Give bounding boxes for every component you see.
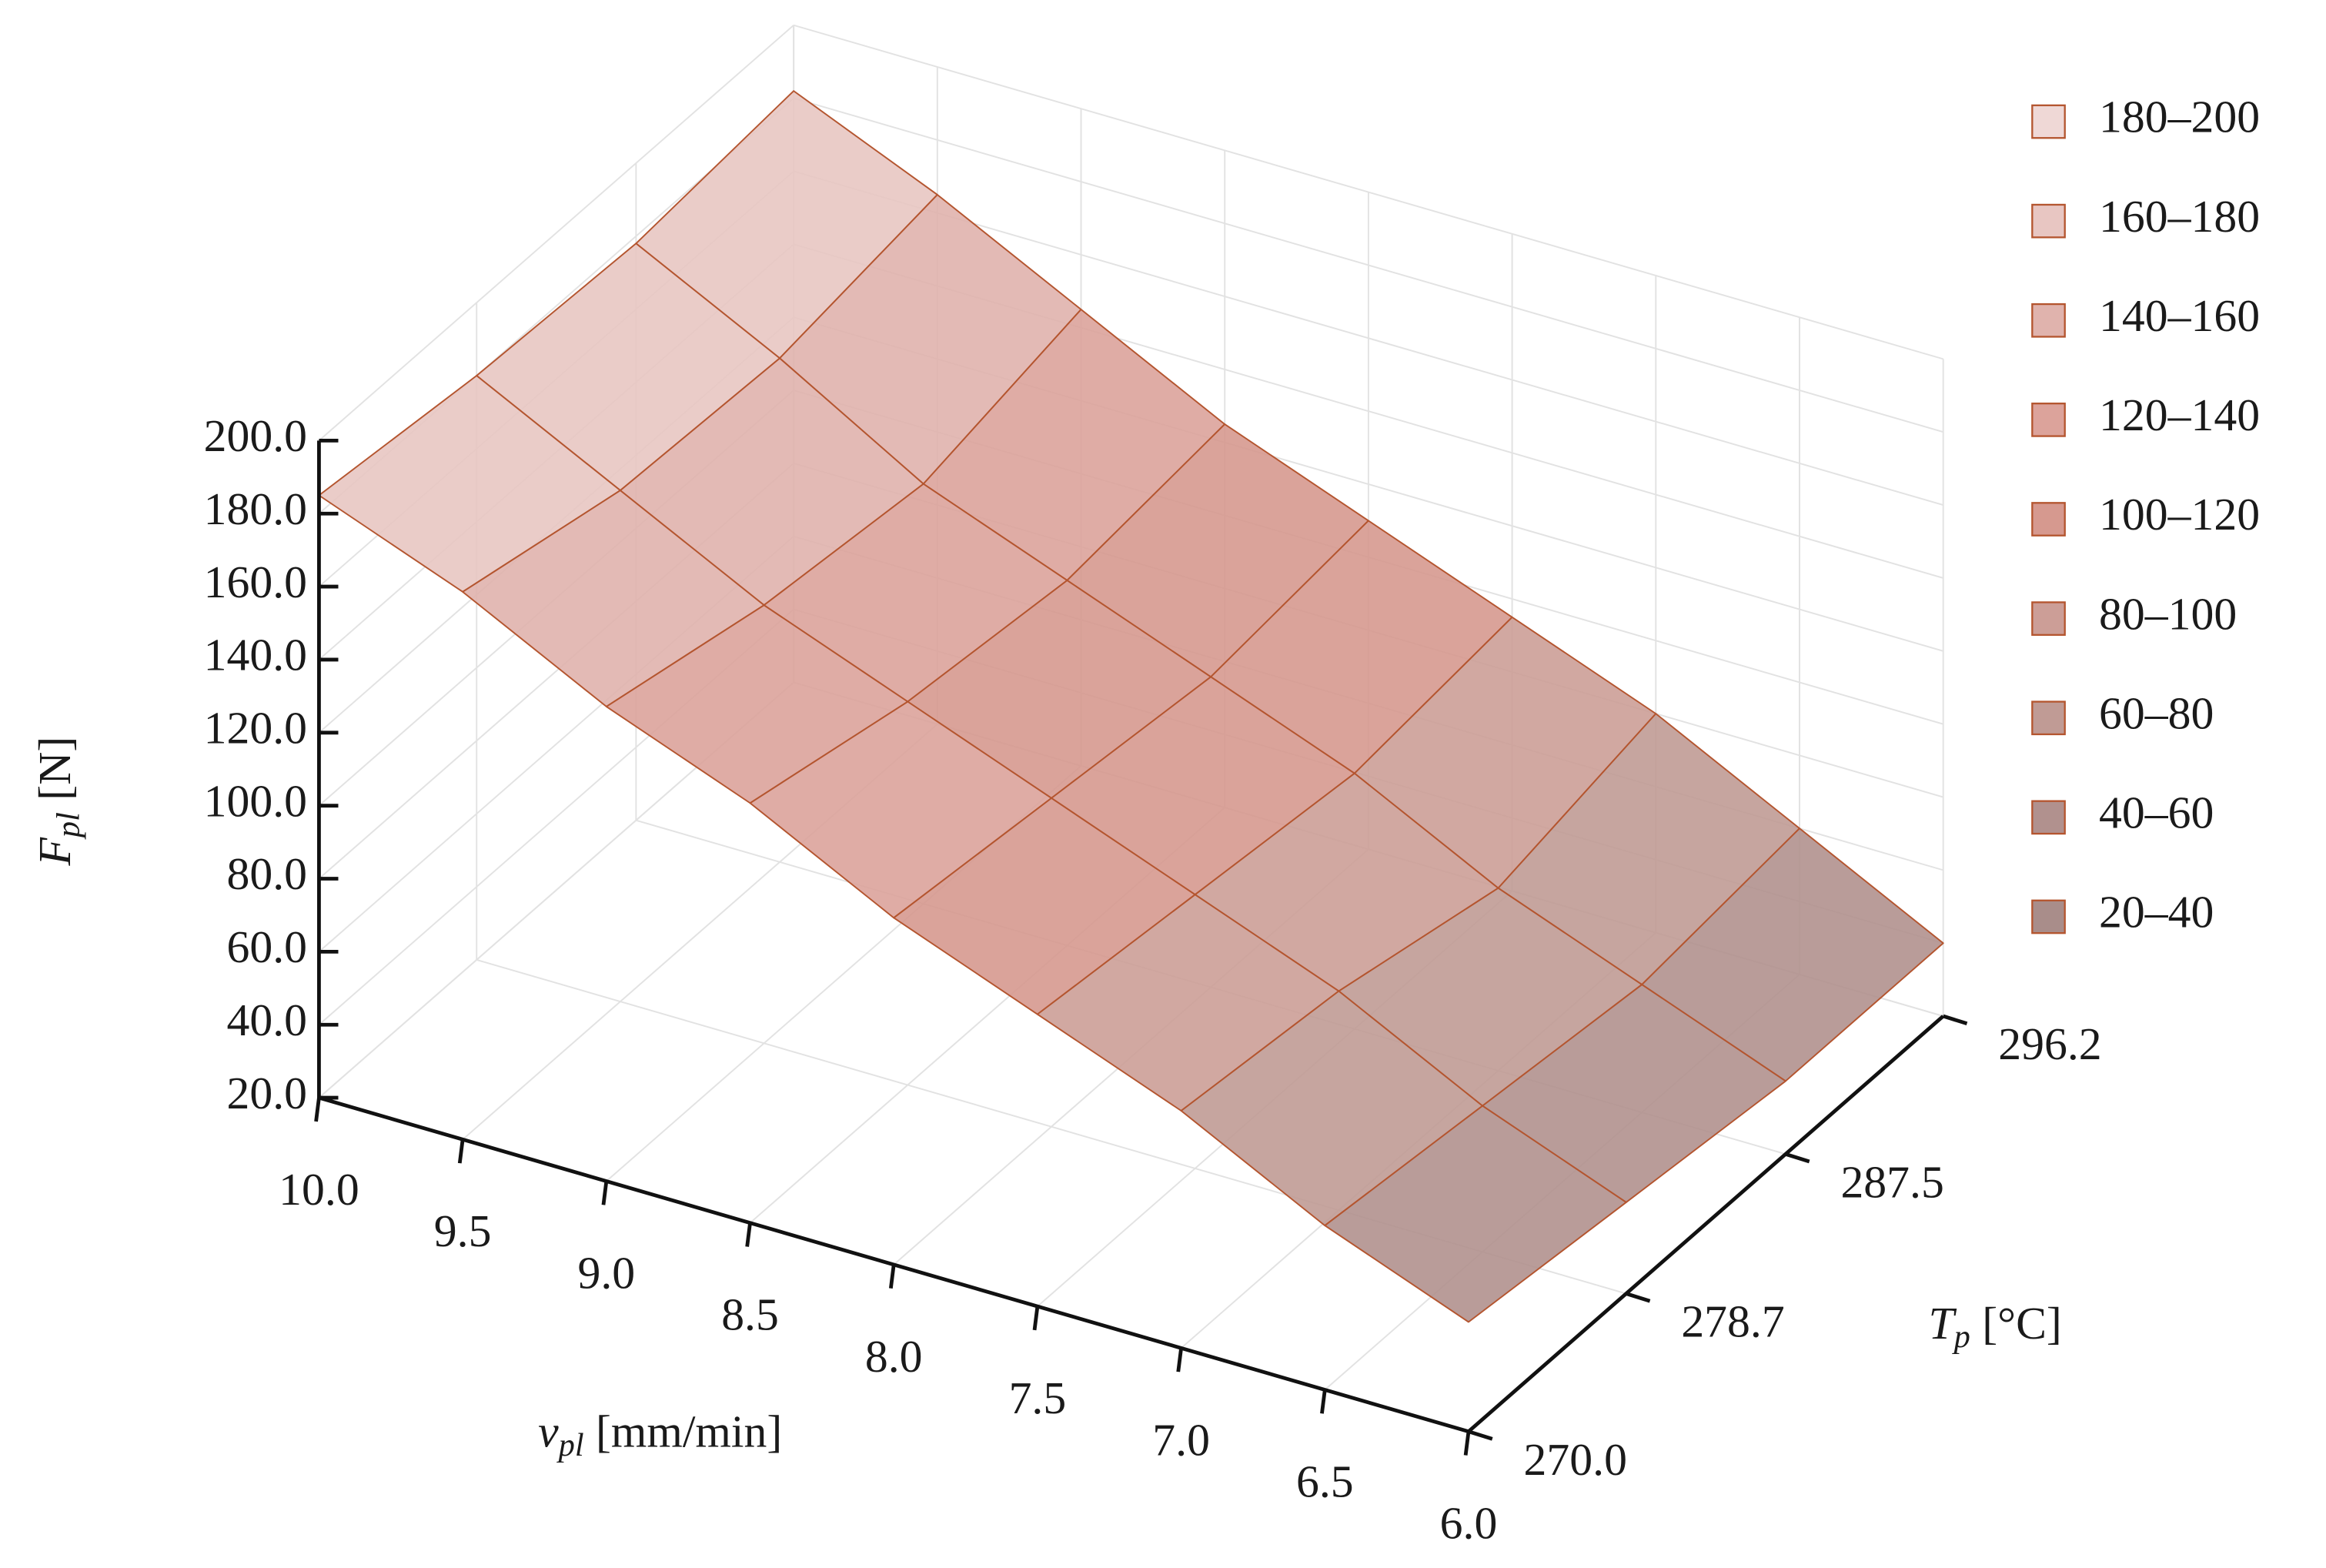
legend-label: 80–100 — [2099, 588, 2237, 639]
z-tick-label: 20.0 — [226, 1068, 307, 1118]
x-tick — [314, 1097, 321, 1122]
z-tick-label: 80.0 — [226, 848, 307, 899]
z-label-symbol: F — [29, 837, 80, 867]
x-tick — [745, 1222, 752, 1247]
y-axis-label: Tp [°C] — [1928, 1298, 2061, 1355]
y-tick-label: 270.0 — [1524, 1434, 1627, 1485]
y-tick-label: 296.2 — [1998, 1018, 2101, 1069]
x-label-sub: pl — [556, 1427, 584, 1463]
y-tick-label: 287.5 — [1840, 1156, 1943, 1207]
x-tick-label: 7.5 — [1009, 1372, 1067, 1423]
y-tick-label: 278.7 — [1681, 1296, 1784, 1347]
legend-label: 160–180 — [2099, 191, 2260, 242]
y-axis — [1467, 1015, 1945, 1433]
x-tick-label: 8.0 — [865, 1331, 923, 1382]
x-tick-label: 9.0 — [578, 1247, 636, 1298]
x-tick-label: 6.5 — [1296, 1456, 1354, 1506]
legend-label: 100–120 — [2099, 489, 2260, 540]
z-tick-label: 180.0 — [204, 483, 307, 534]
legend-label: 20–40 — [2099, 887, 2214, 938]
x-label-unit: [mm/min] — [596, 1406, 782, 1456]
legend-swatch — [2031, 203, 2066, 239]
x-label-symbol: v — [538, 1406, 559, 1456]
z-axis-label: Fpl [N] — [29, 737, 86, 867]
y-tick — [1626, 1292, 1651, 1303]
y-tick — [1468, 1429, 1493, 1441]
z-tick-label: 200.0 — [204, 410, 307, 461]
legend-swatch — [2031, 700, 2066, 736]
z-tick-label: 60.0 — [226, 921, 307, 972]
z-tick-label: 140.0 — [204, 630, 307, 680]
x-tick-label: 6.0 — [1440, 1498, 1498, 1549]
grid-line — [318, 25, 794, 442]
legend-swatch — [2031, 403, 2066, 437]
y-label-unit: [°C] — [1982, 1298, 2062, 1349]
x-tick-label: 8.5 — [721, 1289, 779, 1340]
legend-label: 180–200 — [2099, 92, 2260, 142]
x-axis-label: vpl [mm/min] — [538, 1406, 782, 1463]
legend-swatch — [2031, 104, 2066, 139]
x-tick — [601, 1181, 609, 1205]
x-tick — [1176, 1348, 1183, 1372]
y-label-symbol: T — [1928, 1298, 1957, 1349]
x-tick — [1320, 1389, 1327, 1414]
z-label-sub: pl — [50, 812, 86, 840]
z-tick-label: 40.0 — [226, 995, 307, 1045]
legend-swatch — [2031, 303, 2066, 338]
x-tick-label: 10.0 — [279, 1164, 359, 1215]
legend-label: 40–60 — [2099, 787, 2214, 838]
legend-label: 60–80 — [2099, 687, 2214, 738]
legend-swatch — [2031, 800, 2066, 835]
z-tick-label: 120.0 — [204, 703, 307, 754]
z-tick-label: 160.0 — [204, 557, 307, 607]
x-tick — [888, 1264, 896, 1289]
y-tick — [1942, 1014, 1968, 1026]
z-label-unit: [N] — [29, 737, 80, 801]
z-tick-label: 100.0 — [204, 775, 307, 826]
legend-swatch — [2031, 601, 2066, 636]
x-tick — [1032, 1306, 1040, 1331]
x-tick-label: 7.0 — [1152, 1414, 1210, 1465]
x-tick-label: 9.5 — [434, 1205, 492, 1256]
x-tick — [1463, 1431, 1471, 1456]
legend-swatch — [2031, 502, 2066, 537]
x-tick — [457, 1138, 465, 1164]
legend-label: 120–140 — [2099, 389, 2260, 440]
y-label-sub: p — [1952, 1319, 1970, 1355]
y-tick — [1785, 1152, 1810, 1164]
surface-patch — [1324, 1105, 1627, 1323]
legend-label: 140–160 — [2099, 290, 2260, 341]
legend-swatch — [2031, 899, 2066, 934]
